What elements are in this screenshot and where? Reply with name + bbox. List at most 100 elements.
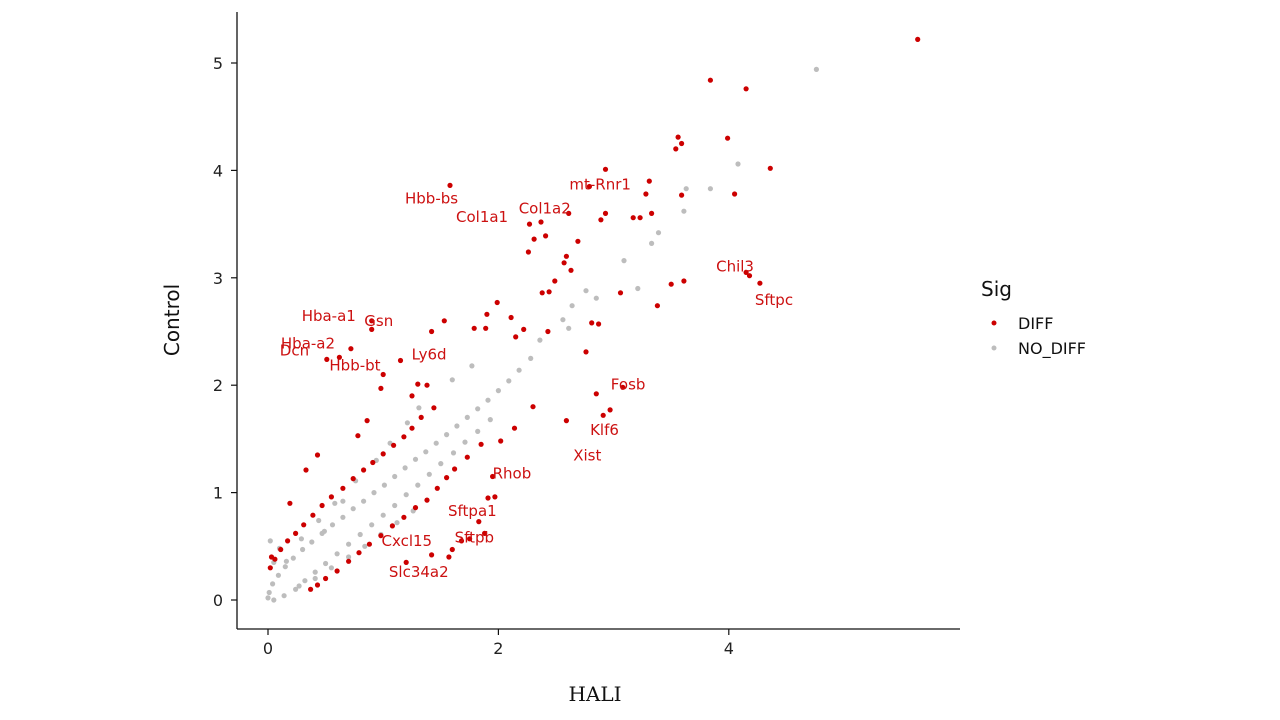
diff-point — [476, 519, 482, 525]
diff-point — [370, 459, 376, 466]
no-diff-point — [621, 258, 627, 264]
gene-label: Xist — [573, 446, 601, 464]
diff-point — [319, 502, 325, 509]
diff-point — [602, 166, 609, 172]
diff-point — [725, 135, 731, 141]
diff-point — [412, 505, 419, 511]
gene-label: Rhob — [493, 465, 532, 483]
no-diff-point — [438, 461, 444, 467]
no-diff-point — [528, 355, 534, 361]
legend-swatch-diff — [991, 320, 997, 326]
no-diff-point — [290, 555, 296, 561]
no-diff-point — [281, 593, 287, 599]
diff-point — [743, 269, 749, 275]
diff-point — [526, 221, 533, 227]
diff-point — [336, 354, 342, 360]
no-diff-point — [296, 583, 302, 589]
no-diff-point — [487, 417, 493, 423]
diff-point — [568, 267, 574, 273]
no-diff-point — [485, 397, 491, 403]
legend-label-no-diff: NO_DIFF — [1018, 339, 1086, 359]
diff-point — [449, 546, 455, 553]
no-diff-point — [321, 528, 327, 534]
diff-point — [498, 438, 504, 444]
legend: Sig DIFF NO_DIFF — [981, 277, 1086, 359]
y-tick-label: 3 — [213, 269, 223, 288]
diff-point — [630, 215, 636, 221]
diff-point — [314, 582, 321, 588]
diff-point — [293, 530, 299, 537]
no-diff-point — [464, 414, 470, 420]
x-tick-label: 4 — [724, 639, 734, 658]
diff-point — [464, 454, 470, 460]
diff-point — [467, 536, 473, 542]
gene-label: Dcn — [280, 341, 309, 359]
no-diff-point — [593, 295, 599, 301]
no-diff-point — [346, 554, 352, 560]
diff-point — [409, 425, 415, 431]
no-diff-point — [444, 432, 450, 438]
x-tick-label: 2 — [493, 639, 503, 658]
no-diff-point — [475, 428, 481, 434]
diff-point — [561, 260, 567, 266]
diff-point — [401, 434, 407, 440]
no-diff-point — [404, 420, 410, 426]
no-diff-point — [462, 439, 468, 445]
diff-point — [429, 328, 435, 335]
diff-point — [361, 467, 367, 473]
no-diff-point — [340, 514, 346, 520]
diff-point — [323, 575, 329, 582]
y-ticks: 0 1 2 3 4 5 — [213, 54, 237, 610]
diff-point — [484, 311, 490, 317]
diff-point — [620, 384, 626, 390]
no-diff-point — [282, 564, 288, 570]
diff-point — [545, 328, 551, 335]
gene-label: Sftpa1 — [448, 502, 497, 520]
no-diff-point — [298, 536, 304, 542]
y-tick-label: 5 — [213, 54, 223, 73]
diff-point — [915, 36, 921, 43]
diff-point — [679, 192, 685, 198]
no-diff-point — [328, 565, 334, 571]
diff-point — [602, 210, 609, 216]
diff-point — [654, 303, 661, 309]
diff-point — [314, 452, 321, 458]
gene-label: Fosb — [611, 375, 646, 393]
diff-point — [378, 385, 384, 391]
no-diff-point — [270, 581, 276, 587]
diff-point — [369, 326, 375, 332]
y-tick-label: 0 — [213, 591, 223, 610]
diff-point — [301, 522, 307, 528]
no-diff-point — [371, 490, 377, 496]
diff-point — [649, 210, 655, 216]
diff-point — [521, 326, 527, 332]
diff-point — [350, 476, 356, 482]
diff-point — [431, 405, 437, 411]
no-diff-point — [469, 363, 475, 369]
diff-point — [675, 134, 681, 140]
diff-point — [424, 382, 430, 388]
diff-point — [418, 414, 424, 420]
no-diff-point — [300, 546, 306, 553]
y-tick-label: 4 — [213, 161, 223, 180]
diff-point — [403, 559, 409, 566]
gene-label: Klf6 — [590, 421, 619, 439]
diff-point — [483, 325, 489, 331]
no-diff-point — [361, 498, 367, 504]
no-diff-point — [415, 482, 421, 488]
gene-label: Chil3 — [716, 257, 754, 275]
diff-point — [508, 314, 514, 321]
no-diff-point — [329, 522, 336, 528]
no-diff-point — [392, 502, 398, 509]
diff-point — [409, 393, 415, 399]
legend-swatch-no-diff — [991, 345, 997, 351]
gene-label: Col1a2 — [519, 199, 571, 217]
no-diff-point — [340, 498, 346, 504]
diff-point — [646, 178, 652, 184]
no-diff-point — [450, 450, 457, 456]
gene-label: Gsn — [364, 312, 393, 330]
x-axis-title: HALI — [568, 682, 621, 706]
no-diff-point — [312, 575, 318, 582]
y-tick-label: 2 — [213, 376, 223, 395]
